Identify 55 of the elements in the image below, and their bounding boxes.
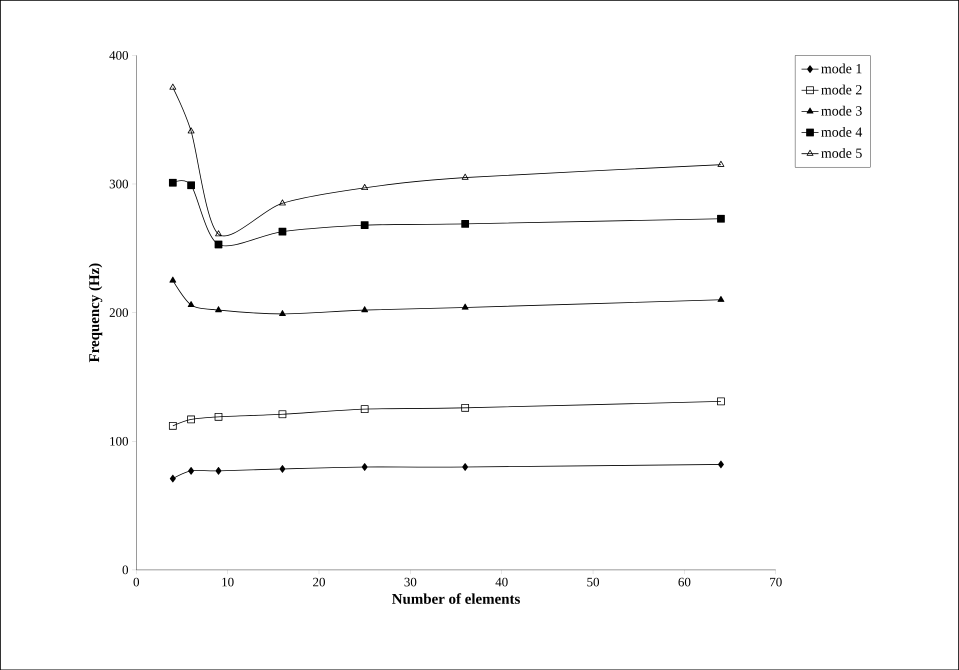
point <box>187 415 195 424</box>
point <box>717 214 725 222</box>
x-tick-label: 60 <box>678 578 690 586</box>
point <box>169 84 176 90</box>
point <box>461 404 470 412</box>
point <box>214 240 222 248</box>
x-axis-title: Number of elements <box>392 593 520 604</box>
point <box>168 178 177 186</box>
x-tick-label: 30 <box>404 578 416 586</box>
point <box>462 463 468 471</box>
point <box>717 397 725 406</box>
legend-label: mode 1 <box>821 63 862 74</box>
point <box>188 127 195 134</box>
point <box>187 181 195 190</box>
x-tick-label: 50 <box>587 578 600 586</box>
legend-label: mode 2 <box>821 84 862 94</box>
x-tick-label: 0 <box>134 578 140 586</box>
point <box>361 184 368 190</box>
point <box>360 405 369 413</box>
x-tick-label: 20 <box>313 578 325 586</box>
y-tick-label: 400 <box>109 50 128 60</box>
point <box>361 306 368 312</box>
point <box>718 460 724 468</box>
y-tick-label: 200 <box>110 308 128 317</box>
point <box>168 422 177 430</box>
point <box>461 220 470 228</box>
y-tick-label: 0 <box>122 565 128 574</box>
point <box>215 230 222 236</box>
point <box>215 466 222 475</box>
point <box>188 300 195 307</box>
point <box>360 221 369 229</box>
point <box>279 199 286 206</box>
point <box>462 303 469 310</box>
point <box>462 174 469 180</box>
point <box>718 296 724 302</box>
legend-label: mode 3 <box>821 106 862 116</box>
point <box>278 228 286 236</box>
y-axis-title: Frequency (Hz) <box>88 263 102 362</box>
legend-label: mode 5 <box>821 148 862 158</box>
point <box>188 466 194 475</box>
point <box>279 464 286 473</box>
point <box>278 410 286 418</box>
x-tick-label: 70 <box>770 578 782 586</box>
point <box>362 463 368 471</box>
legend-label: mode 4 <box>821 126 862 137</box>
point <box>215 306 222 312</box>
point <box>169 276 176 283</box>
y-tick-label: 100 <box>110 436 128 446</box>
point <box>718 160 724 167</box>
x-tick-label: 10 <box>222 578 234 586</box>
x-tick-label: 40 <box>495 578 508 586</box>
point <box>170 474 176 482</box>
point <box>279 310 286 316</box>
y-tick-label: 300 <box>110 180 128 188</box>
point <box>214 412 222 421</box>
